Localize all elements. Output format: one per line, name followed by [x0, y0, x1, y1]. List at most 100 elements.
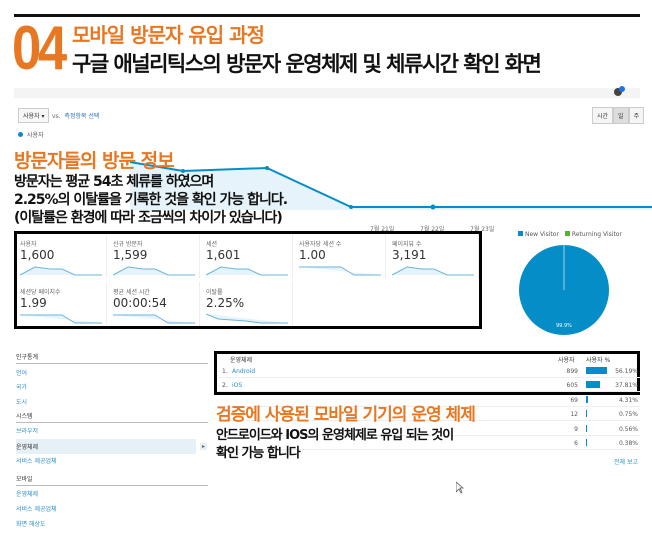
overlay-os-title: 검증에 사용된 모바일 기기의 운영 체제 [216, 405, 476, 425]
row-users: 69 [570, 397, 578, 404]
sidebar-item-screen-resolution[interactable]: 화면 해상도 [16, 521, 46, 528]
metric-value: 1.00 [299, 248, 326, 262]
notification-icon[interactable] [614, 88, 622, 96]
sidebar-item-mobile-os[interactable]: 운영체제 [16, 491, 39, 498]
metric-label: 신규 방문자 [113, 241, 143, 248]
metric-label: 사용자당 세션 수 [299, 241, 342, 248]
sidebar-item-mobile-isp[interactable]: 서비스 제공업체 [16, 506, 57, 513]
section-number: 04 [12, 14, 67, 83]
sidebar-item-country[interactable]: 국가 [16, 384, 28, 391]
metric-value: 2.25% [206, 296, 245, 310]
users-line-chart [129, 161, 652, 210]
row-users: 12 [570, 411, 578, 418]
col-header-users-pct[interactable]: 사용자 % [586, 357, 611, 364]
section-title: 모바일 방문자 유입 과정 [72, 23, 265, 47]
data-point [349, 205, 353, 209]
x-tick: 7월 22일 [420, 226, 445, 233]
users-line [129, 161, 652, 208]
row-os-link[interactable]: iOS [232, 382, 243, 389]
time-granularity: 시간 일 주 [592, 107, 645, 124]
overlay-visit-line: 2.25%의 이탈률을 기록한 것을 확인 가능 합니다. [14, 192, 288, 208]
metric-sparkline [113, 314, 195, 324]
metric-label: 평균 세션 시간 [113, 289, 150, 296]
metric-sessions[interactable]: 세션 1,601 [203, 234, 293, 278]
row-share-bar [586, 396, 588, 403]
full-report-link[interactable]: 전체 보고 [614, 459, 638, 466]
metric-sparkline [206, 313, 288, 324]
day-button[interactable]: 일 [613, 107, 629, 124]
row-users: 9 [574, 426, 578, 433]
data-point [181, 169, 185, 173]
section-subtitle: 구글 애널리틱스의 방문자 운영체제 및 체류시간 확인 화면 [72, 52, 542, 76]
metric-value: 1,599 [113, 248, 148, 262]
series-dot-icon [18, 132, 23, 137]
data-point [430, 204, 436, 210]
os-table-highlight [214, 351, 640, 395]
x-tick: 7월 21일 [370, 226, 395, 233]
row-pct: 0.75% [618, 411, 638, 418]
table-row[interactable]: 1. Android 899 56.19% [218, 364, 640, 378]
metric-label: 페이지뷰 수 [392, 241, 422, 248]
divider [14, 14, 640, 17]
metric-label: 세션 [206, 241, 218, 248]
row-rank: 1. [222, 368, 228, 375]
chart-area [130, 162, 652, 210]
legend-swatch [564, 231, 570, 236]
table-row[interactable]: 69 4.31% [218, 393, 640, 407]
metric-pages-per-session[interactable]: 세션당 페이지수 1.99 [17, 282, 107, 326]
chart-legend: 사용자 [18, 130, 44, 139]
metric-sparkline [113, 266, 195, 276]
metric-sparkline [20, 314, 102, 324]
metric-label: 사용자 [20, 241, 37, 248]
overlay-os-line: 안드로이드와 IOS의 운영체제로 유입 되는 것이 [216, 428, 454, 443]
overlay-visit-title: 방문자들의 방문 정보 [14, 150, 175, 172]
metric-new-visitors[interactable]: 신규 방문자 1,599 [110, 234, 200, 278]
sidebar-item-isp[interactable]: 서비스 제공업체 [16, 458, 57, 465]
col-header-users[interactable]: 사용자 [558, 357, 575, 364]
metric-sparkline [299, 266, 381, 276]
table-row[interactable]: 2. iOS 605 37.81% [218, 378, 640, 392]
row-pct: 37.81% [615, 382, 638, 389]
row-share-bar [586, 381, 601, 388]
row-pct: 0.56% [618, 426, 638, 433]
metric-sparkline [392, 266, 474, 276]
table-row[interactable]: 6 0.38% [218, 436, 640, 450]
metric-avg-session-duration[interactable]: 평균 세션 시간 00:00:54 [110, 282, 200, 326]
metric-users[interactable]: 사용자 1,600 [17, 234, 107, 278]
row-share-bar [586, 439, 587, 446]
overlay-visit-line: 방문자는 평균 54초 체류를 하였으며 [14, 174, 214, 190]
metric-value: 1,601 [206, 248, 241, 262]
metric-label: 이탈률 [206, 289, 223, 296]
week-button[interactable]: 주 [628, 107, 645, 124]
chevron-right-icon: ▸ [200, 443, 208, 450]
sidebar-item-os-active[interactable]: 운영체제 [16, 439, 196, 454]
legend-returning-visitor: Returning Visitor [571, 231, 622, 238]
metrics-panel: 사용자 1,600 신규 방문자 1,599 세션 1,601 사용자당 세션 수 1.… [14, 231, 482, 329]
metric-pageviews[interactable]: 페이지뷰 수 3,191 [389, 234, 479, 278]
hour-button[interactable]: 시간 [592, 107, 614, 124]
metric-value: 3,191 [392, 248, 427, 262]
legend-label: 사용자 [27, 132, 44, 139]
col-header-os[interactable]: 운영체제 [230, 357, 253, 364]
compare-metric-link[interactable]: 측정항목 선택 [64, 113, 100, 120]
sidebar-item-city[interactable]: 도시 [16, 399, 28, 406]
metric-select[interactable]: 사용자 ▾ [18, 108, 50, 123]
sidebar-item-browser[interactable]: 브라우저 [16, 428, 39, 435]
row-share-bar [586, 367, 608, 374]
compare-label: vs. 측정항목 선택 [52, 111, 99, 120]
metric-bounce-rate[interactable]: 이탈률 2.25% [203, 282, 293, 326]
table-row[interactable]: 12 0.75% [218, 407, 640, 421]
row-os-link[interactable]: Android [232, 368, 256, 375]
metric-sessions-per-user[interactable]: 사용자당 세션 수 1.00 [296, 234, 386, 278]
legend-swatch [518, 231, 523, 236]
metric-value: 1,600 [20, 248, 55, 262]
metric-sparkline [20, 266, 102, 276]
sidebar-item-language[interactable]: 언어 [16, 370, 28, 377]
notification-badge [619, 86, 625, 92]
metric-label: 세션당 페이지수 [20, 289, 61, 296]
mouse-cursor-icon [456, 482, 464, 494]
legend-new-visitor: New Visitor [525, 231, 559, 238]
table-row[interactable]: 9 0.56% [218, 422, 640, 436]
sidebar-section-mobile: 모바일 [16, 474, 208, 486]
data-point [265, 166, 269, 170]
